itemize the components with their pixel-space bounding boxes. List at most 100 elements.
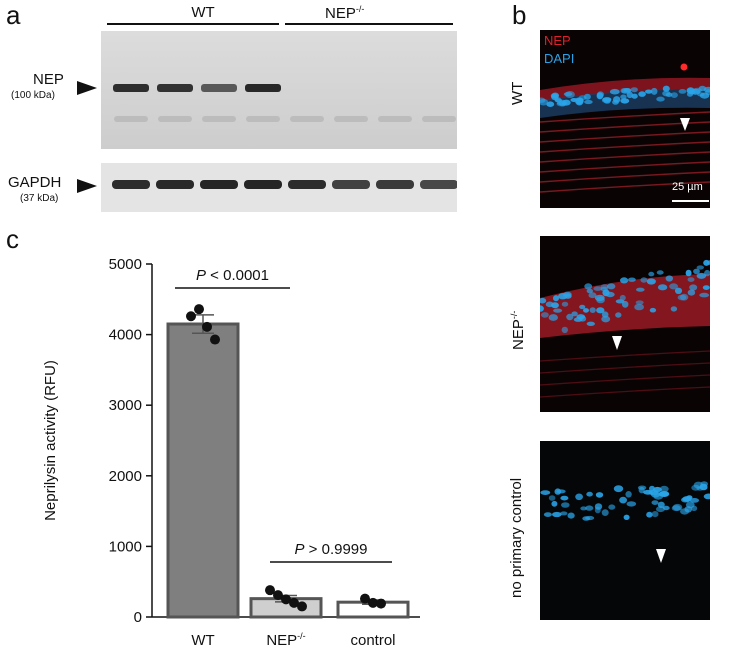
dapi-nucleus — [586, 321, 595, 326]
dapi-nucleus — [705, 89, 710, 96]
y-tick-label: 2000 — [109, 468, 142, 485]
dapi-nucleus — [576, 314, 586, 320]
legend-dapi: DAPI — [544, 51, 575, 66]
y-tick-label: 4000 — [109, 327, 142, 344]
dapi-nucleus — [699, 483, 708, 491]
dapi-nucleus — [575, 493, 583, 501]
nep-strand — [540, 386, 710, 398]
nep-nonspecific-band — [158, 116, 192, 122]
dapi-nucleus — [558, 99, 567, 107]
dapi-nucleus — [551, 93, 559, 101]
gapdh-band — [288, 180, 326, 189]
nep-nonspecific-band — [246, 116, 280, 122]
nep-strand — [540, 350, 710, 362]
dapi-nucleus — [567, 512, 575, 519]
gapdh-band — [156, 180, 194, 189]
dapi-nucleus — [548, 495, 556, 501]
dapi-nucleus — [687, 289, 696, 296]
dapi-nucleus — [545, 301, 554, 308]
y-axis-title: Neprilysin activity (RFU) — [42, 360, 59, 521]
dapi-nucleus — [640, 277, 648, 283]
micrograph-control — [540, 441, 710, 620]
nep-strand — [540, 161, 710, 173]
dapi-nucleus — [623, 88, 632, 93]
dapi-nucleus — [571, 311, 578, 317]
nep-nonspecific-band — [378, 116, 412, 122]
dapi-nucleus — [646, 278, 656, 285]
data-point — [186, 311, 196, 322]
dapi-nucleus — [636, 287, 645, 292]
dapi-nucleus — [703, 493, 710, 500]
data-point — [202, 321, 212, 332]
dapi-nucleus — [702, 285, 710, 290]
nep-blot-label: NEP — [33, 71, 64, 88]
data-point — [297, 601, 307, 612]
dapi-nucleus — [687, 277, 695, 282]
dapi-nucleus — [561, 326, 568, 334]
dapi-nucleus — [692, 87, 702, 94]
dapi-nucleus — [574, 97, 584, 105]
gapdh-blot-label: GAPDH — [8, 174, 62, 191]
scale-bar-label: 25 µm — [672, 181, 703, 193]
nep-strand — [540, 362, 710, 374]
micrograph-wt — [540, 30, 710, 208]
data-point — [273, 590, 283, 601]
dapi-nucleus — [648, 271, 655, 277]
data-point — [376, 598, 386, 609]
row-label-control: no primary control — [508, 477, 525, 598]
dapi-nucleus — [543, 512, 552, 517]
group-label-nep: NEP-/- — [325, 4, 365, 22]
data-point — [281, 594, 291, 605]
dapi-nucleus — [680, 508, 690, 515]
dapi-nucleus — [656, 96, 665, 102]
dapi-nucleus — [696, 272, 707, 279]
nep-band — [113, 84, 149, 92]
dapi-nucleus — [628, 277, 636, 282]
dapi-nucleus — [670, 92, 678, 98]
dapi-nucleus — [540, 98, 549, 106]
nep-band — [245, 84, 281, 92]
dapi-nucleus — [672, 503, 683, 511]
y-tick-label: 5000 — [109, 256, 142, 273]
dapi-nucleus — [620, 94, 627, 100]
dapi-nucleus — [651, 500, 659, 505]
x-tick-label: WT — [191, 632, 214, 648]
dapi-nucleus — [697, 92, 705, 97]
dapi-nucleus — [638, 486, 645, 494]
dapi-nucleus — [631, 93, 638, 99]
nep-strand — [540, 141, 710, 153]
dapi-nucleus — [613, 96, 621, 103]
nep-strand — [540, 374, 710, 386]
dapi-nucleus — [580, 506, 587, 511]
dapi-nucleus — [646, 511, 653, 518]
dapi-nucleus — [562, 292, 572, 299]
dapi-nucleus — [583, 93, 591, 100]
dapi-nucleus — [582, 516, 591, 521]
dapi-nucleus — [696, 265, 704, 270]
dapi-nucleus — [586, 491, 593, 497]
dapi-nucleus — [579, 304, 586, 310]
dapi-nucleus — [607, 283, 616, 290]
gapdh-blot-image — [101, 163, 457, 212]
arrowhead-control-icon — [656, 549, 666, 563]
dapi-nucleus — [541, 312, 549, 318]
panel-letter-a: a — [6, 0, 21, 30]
gapdh-kda-label: (37 kDa) — [20, 193, 59, 204]
dapi-nucleus — [601, 311, 609, 318]
dapi-nucleus — [595, 492, 604, 498]
dapi-nucleus — [563, 92, 573, 97]
significance-label: P > 0.9999 — [295, 541, 368, 558]
dapi-nucleus — [619, 496, 627, 504]
micrograph-panel: WT NEP-/- no primary control NEP DAPI 25… — [500, 0, 750, 648]
gapdh-band — [420, 180, 457, 189]
dapi-nucleus — [678, 89, 687, 94]
dapi-nucleus — [650, 491, 660, 498]
dapi-nucleus — [600, 286, 608, 292]
dapi-nucleus — [609, 88, 620, 95]
x-tick-label: control — [350, 632, 395, 648]
dapi-nucleus — [656, 270, 664, 275]
dapi-nucleus — [623, 514, 630, 520]
group-label-wt: WT — [191, 4, 215, 21]
gapdh-band — [200, 180, 238, 189]
dapi-nucleus — [699, 292, 710, 298]
